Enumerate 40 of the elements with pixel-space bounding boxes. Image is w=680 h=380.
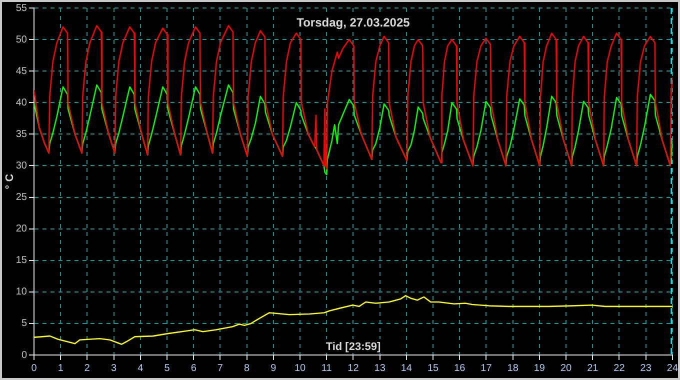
y-tick-label: 25 <box>16 192 28 204</box>
x-tick-label: 3 <box>111 362 118 374</box>
y-tick-label: 10 <box>16 286 28 298</box>
x-tick-label: 15 <box>427 362 440 374</box>
x-tick-label: 5 <box>164 362 170 374</box>
x-tick-label: 21 <box>587 362 599 374</box>
y-tick-label: 45 <box>16 66 28 77</box>
x-tick-label: 20 <box>560 362 572 374</box>
x-tick-label: 22 <box>614 362 626 374</box>
y-tick-label: 40 <box>16 97 28 108</box>
x-tick-label: 10 <box>294 362 306 374</box>
x-tick-label: 0 <box>31 362 38 374</box>
x-tick-label: 11 <box>321 362 332 374</box>
y-tick-label: 35 <box>16 128 28 140</box>
x-tick-label: 24 <box>666 362 678 374</box>
x-tick-label: 2 <box>84 362 90 374</box>
x-tick-label: 16 <box>454 362 466 374</box>
x-tick-label: 17 <box>480 362 492 374</box>
x-tick-label: 6 <box>190 362 197 374</box>
x-tick-label: 19 <box>534 362 546 374</box>
x-tick-label: 23 <box>640 362 652 374</box>
x-tick-label: 1 <box>58 362 64 374</box>
y-tick-label: 55 <box>16 2 28 14</box>
y-axis-title: ° C <box>4 174 16 190</box>
x-tick-label: 9 <box>270 362 277 374</box>
y-tick-label: 5 <box>21 318 28 330</box>
x-tick-label: 14 <box>400 362 412 374</box>
x-tick-label: 4 <box>138 362 144 374</box>
x-tick-label: 7 <box>217 362 224 374</box>
y-tick-label: 0 <box>21 350 28 361</box>
x-tick-label: 18 <box>507 362 519 374</box>
text: Torsdag, 27.03.2025 <box>296 15 410 30</box>
x-tick-label: 8 <box>244 362 250 374</box>
y-tick-label: 50 <box>16 34 28 46</box>
y-tick-label: 15 <box>16 255 28 266</box>
y-tick-label: 30 <box>16 160 28 172</box>
x-axis-title: Tid [23:59] <box>326 341 381 354</box>
x-tick-label: 13 <box>374 362 386 374</box>
x-tick-label: 12 <box>348 362 360 374</box>
y-tick-label: 20 <box>16 224 28 235</box>
